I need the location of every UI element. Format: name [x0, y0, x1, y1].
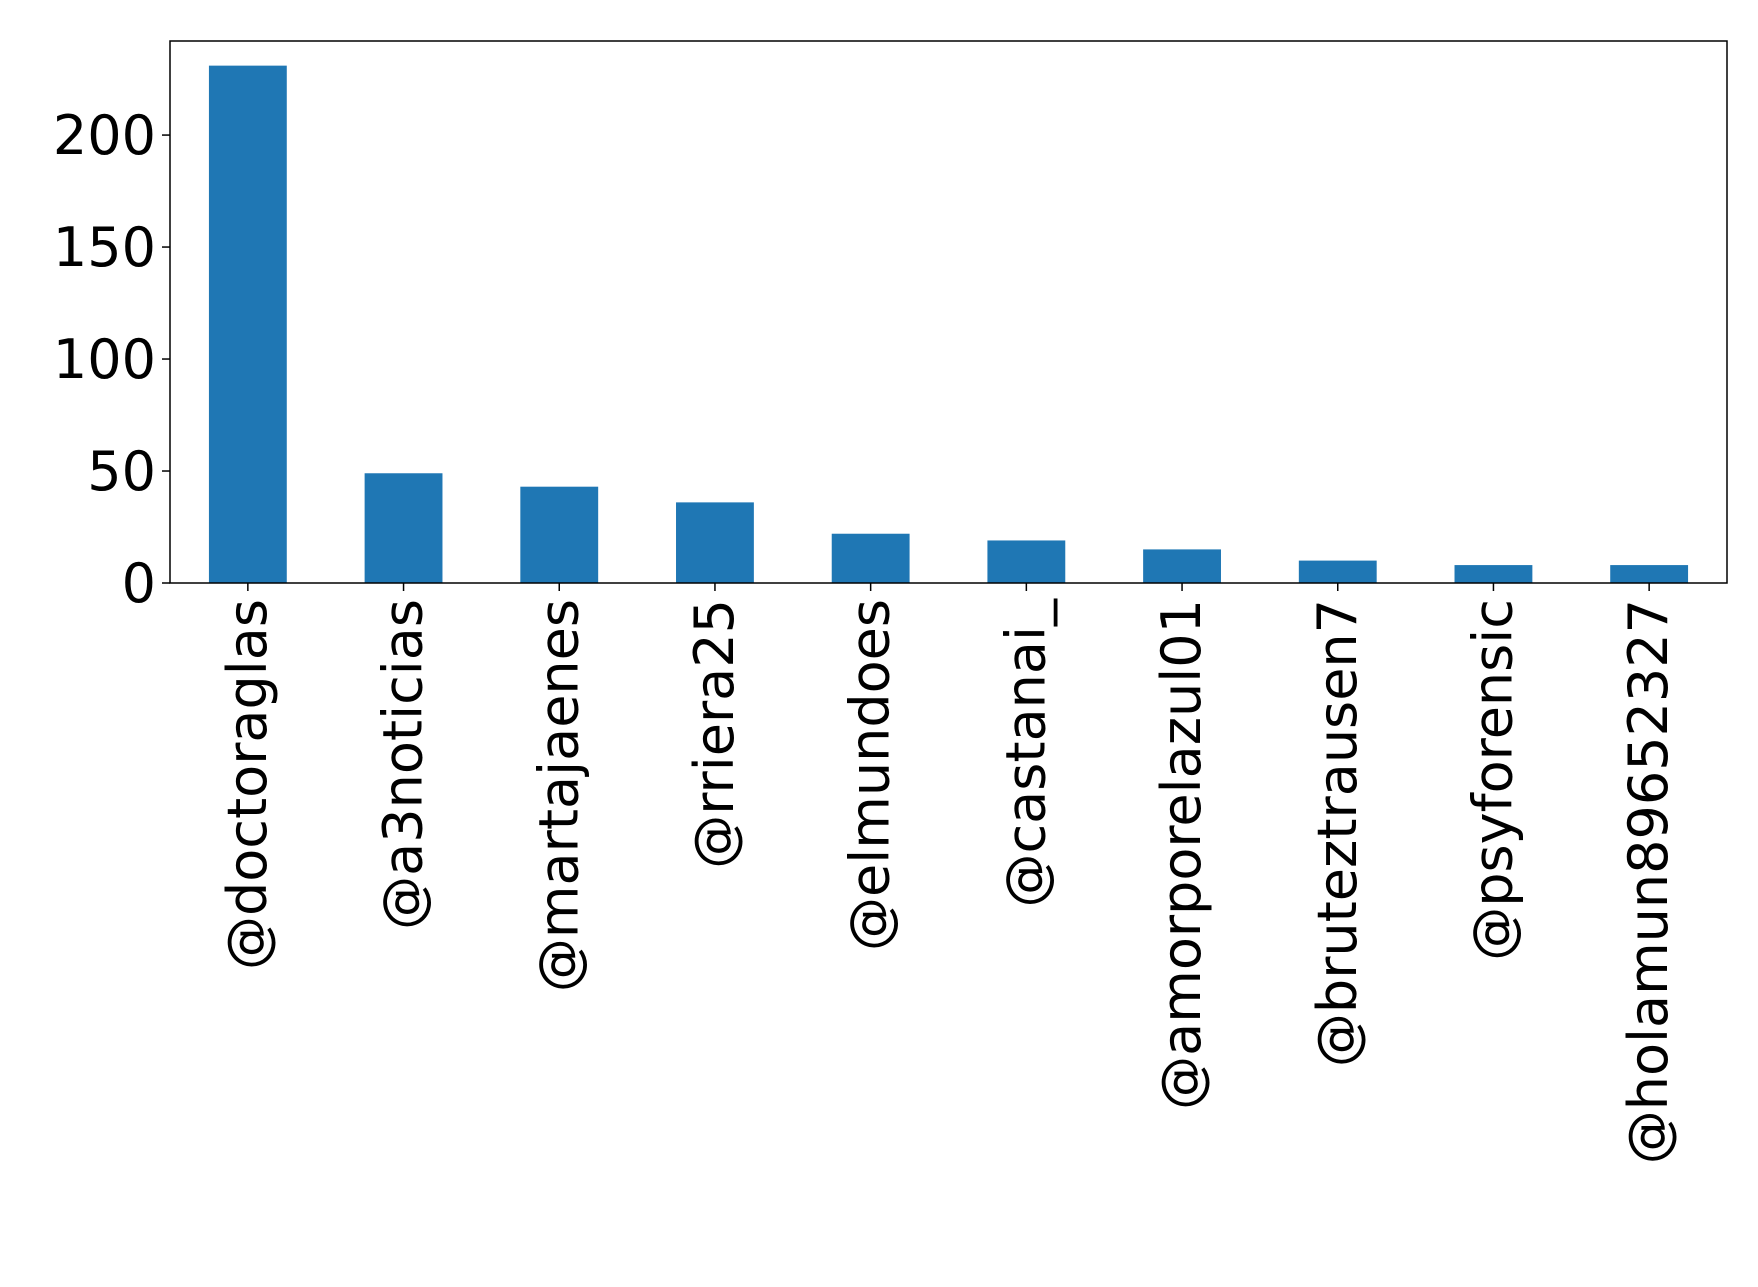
- x-tick-label: @doctoraglas: [216, 599, 279, 970]
- bar-holamun89652327: [1610, 565, 1689, 583]
- x-tick-label: @a3noticias: [372, 599, 435, 930]
- bar-a3noticias: [364, 473, 443, 583]
- x-tick-label: @elmundoes: [839, 599, 902, 951]
- y-tick-label: 150: [53, 216, 156, 279]
- x-tick-label: @rriera25: [683, 599, 746, 869]
- x-tick-label: @amorporelazul01: [1150, 599, 1213, 1110]
- x-tick-label: @psyforensic: [1461, 599, 1524, 961]
- x-tick-label: @holamun89652327: [1617, 599, 1680, 1164]
- y-tick-label: 200: [53, 104, 156, 167]
- y-axis: 0 50 100 150 200: [53, 104, 170, 615]
- bar-elmundoes: [831, 533, 910, 583]
- x-axis: @doctoraglas @a3noticias @martajaenes @rrie…: [216, 583, 1680, 1164]
- bar-amorporelazul01: [1143, 549, 1221, 583]
- bar-bruteztrausen7: [1298, 560, 1377, 583]
- x-tick-label: @castanai_: [994, 598, 1057, 907]
- y-tick-label: 50: [87, 440, 156, 503]
- x-tick-label: @martajaenes: [527, 599, 590, 992]
- x-tick-label: @bruteztrausen7: [1306, 599, 1369, 1067]
- y-tick-label: 0: [122, 552, 156, 615]
- y-tick-label: 100: [53, 328, 156, 391]
- bar-rriera25: [676, 502, 754, 583]
- bars-group: [208, 65, 1689, 583]
- bar-martajaenes: [520, 486, 599, 583]
- bar-castanai_: [987, 540, 1066, 583]
- bar-doctoraglas: [208, 65, 287, 583]
- bar-psyforensic: [1454, 565, 1533, 583]
- plot-frame: [169, 40, 1728, 584]
